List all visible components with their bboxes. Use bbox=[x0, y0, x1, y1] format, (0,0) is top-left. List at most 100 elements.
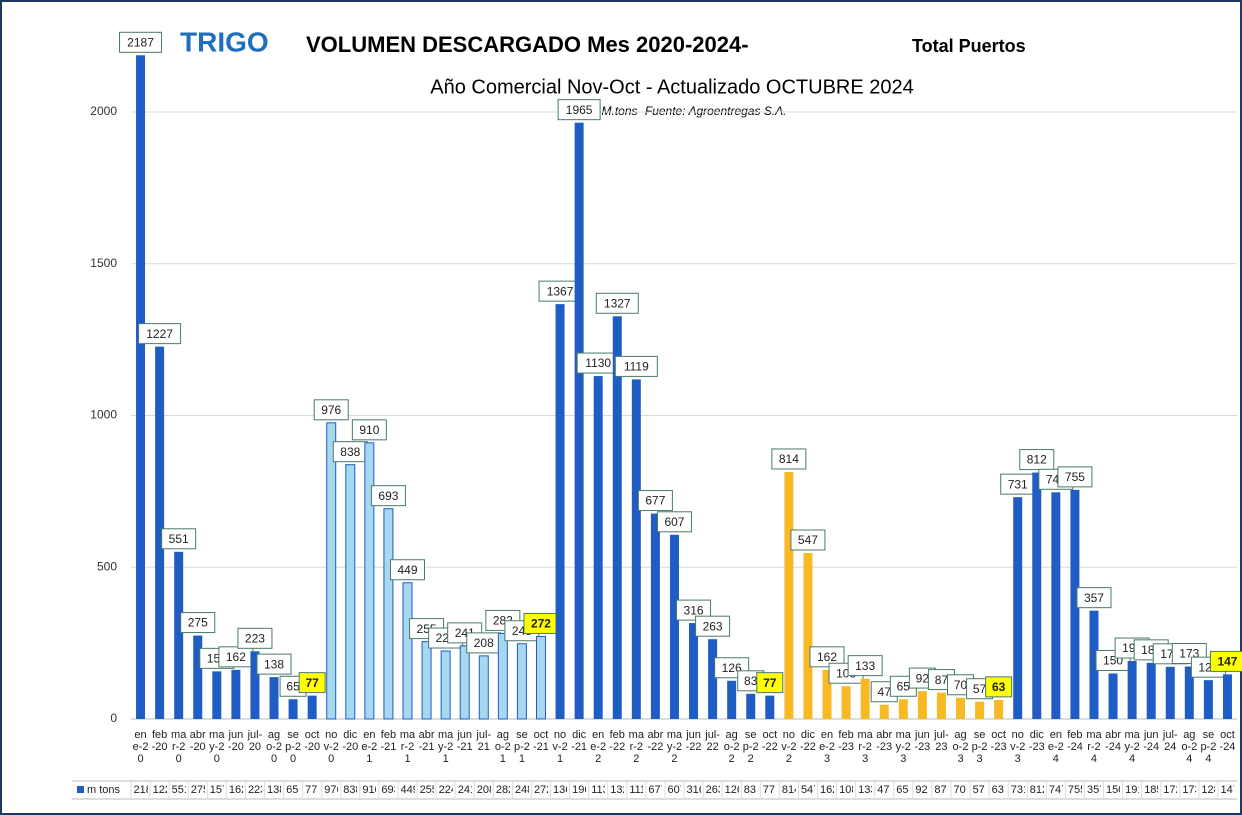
table-value: 838 bbox=[343, 784, 357, 796]
x-tick-label: dic-20 bbox=[342, 729, 359, 753]
bar bbox=[478, 655, 489, 720]
bar bbox=[975, 701, 985, 719]
x-tick-label: abr-20 bbox=[189, 729, 206, 753]
table-value: 147 bbox=[1220, 784, 1234, 796]
data-label-box bbox=[298, 672, 326, 694]
bar bbox=[956, 697, 965, 719]
x-tick-label: dic-22 bbox=[799, 729, 816, 753]
y-tick-label: 0 bbox=[110, 711, 117, 725]
x-tick-label: sep-20 bbox=[285, 729, 302, 765]
table-value: 57 bbox=[972, 784, 985, 796]
x-tick-label: jun-20 bbox=[227, 729, 244, 753]
bar bbox=[841, 686, 851, 719]
data-label: 607 bbox=[664, 515, 684, 529]
data-label: 133 bbox=[855, 659, 875, 673]
x-tick-label: nov-21 bbox=[552, 729, 568, 765]
data-label-box bbox=[809, 646, 845, 668]
bar bbox=[1013, 497, 1023, 719]
data-label: 1327 bbox=[604, 296, 631, 310]
table-value: 2187 bbox=[133, 784, 148, 796]
x-tick-label: mar-21 bbox=[399, 729, 416, 765]
x-tick-label: mar-22 bbox=[628, 729, 644, 765]
bar bbox=[765, 695, 775, 719]
bar bbox=[136, 55, 146, 720]
x-tick-label: nov-23 bbox=[1010, 729, 1026, 765]
table-value: 92 bbox=[915, 784, 928, 796]
table-value: 607 bbox=[667, 784, 681, 796]
table-value: 1130 bbox=[591, 784, 605, 796]
x-tick-label: jul-24 bbox=[1162, 729, 1178, 753]
data-label: 57 bbox=[973, 682, 987, 696]
table-value: 223 bbox=[247, 784, 262, 796]
data-label: 138 bbox=[264, 657, 284, 671]
y-tick-label: 2000 bbox=[90, 104, 117, 118]
bar bbox=[155, 346, 165, 719]
x-tick-label: nov-22 bbox=[781, 729, 797, 765]
table-value: 814 bbox=[781, 784, 796, 796]
table-value: 1965 bbox=[572, 784, 586, 796]
bar bbox=[1165, 666, 1175, 719]
x-tick-label: oct-21 bbox=[533, 729, 549, 753]
table-value: 755 bbox=[1067, 784, 1082, 796]
x-tick-label: ene-22 bbox=[590, 729, 607, 765]
x-tick-label: jun-21 bbox=[456, 729, 473, 753]
table-value: 208 bbox=[476, 784, 491, 796]
data-label-box bbox=[119, 31, 163, 53]
bar bbox=[936, 692, 946, 719]
x-tick-label: sep-24 bbox=[1200, 729, 1217, 765]
data-label-box bbox=[847, 655, 883, 677]
x-tick-label: oct-23 bbox=[990, 729, 1007, 753]
x-tick-label: dic-23 bbox=[1028, 729, 1045, 753]
x-tick-label: feb-23 bbox=[838, 729, 855, 753]
table-value: 1367 bbox=[553, 784, 567, 796]
bar bbox=[250, 651, 260, 719]
bar bbox=[1146, 662, 1156, 719]
table-value: 275 bbox=[190, 784, 205, 796]
bar bbox=[631, 379, 641, 719]
x-tick-label: ago-23 bbox=[952, 729, 969, 765]
y-tick-label: 1500 bbox=[90, 256, 117, 270]
table-value: 128 bbox=[1201, 784, 1215, 796]
x-tick-label: jul-21 bbox=[476, 729, 492, 753]
data-label: 316 bbox=[684, 603, 704, 617]
data-label: 1965 bbox=[566, 103, 593, 117]
x-tick-label: sep-21 bbox=[513, 729, 530, 765]
data-label: 63 bbox=[992, 680, 1006, 694]
bar bbox=[555, 304, 565, 719]
data-label-box bbox=[161, 528, 197, 550]
table-value: 172 bbox=[1163, 784, 1177, 796]
bar bbox=[593, 376, 603, 719]
data-label-box bbox=[1057, 466, 1093, 488]
bar bbox=[269, 677, 279, 719]
data-label: 272 bbox=[531, 617, 551, 631]
table-value: 248 bbox=[514, 784, 529, 796]
data-label: 838 bbox=[340, 445, 360, 459]
chart-note: -en 000 M.tons- Fuente: Agroentregas S.A… bbox=[557, 104, 786, 118]
chart-subtitle: Año Comercial Nov-Oct - Actualizado OCTU… bbox=[430, 76, 914, 98]
data-label-box bbox=[656, 511, 692, 533]
data-label-box bbox=[180, 612, 216, 634]
data-label: 731 bbox=[1008, 477, 1028, 491]
bar bbox=[1051, 492, 1061, 719]
x-tick-label: feb-21 bbox=[380, 729, 397, 753]
bar bbox=[822, 669, 832, 719]
table-value: 87 bbox=[934, 784, 947, 796]
data-label-box bbox=[1076, 587, 1112, 609]
y-tick-label: 1000 bbox=[90, 408, 117, 422]
x-tick-label: oct-24 bbox=[1219, 729, 1236, 753]
bar bbox=[459, 645, 470, 720]
table-value: 282 bbox=[495, 784, 510, 796]
x-tick-label: ene-23 bbox=[819, 729, 835, 765]
x-tick-label: ene-21 bbox=[361, 729, 378, 765]
table-value: 65 bbox=[286, 784, 299, 796]
table-value: 47 bbox=[877, 784, 890, 796]
data-label: 162 bbox=[817, 650, 837, 664]
data-label: 65 bbox=[897, 679, 911, 693]
table-value: 150 bbox=[1106, 784, 1120, 796]
x-tick-label: may-20 bbox=[209, 729, 225, 765]
x-tick-label: may-23 bbox=[895, 729, 911, 765]
table-value: 83 bbox=[743, 784, 756, 796]
x-tick-label: ago-20 bbox=[266, 729, 282, 765]
data-label: 814 bbox=[779, 452, 799, 466]
